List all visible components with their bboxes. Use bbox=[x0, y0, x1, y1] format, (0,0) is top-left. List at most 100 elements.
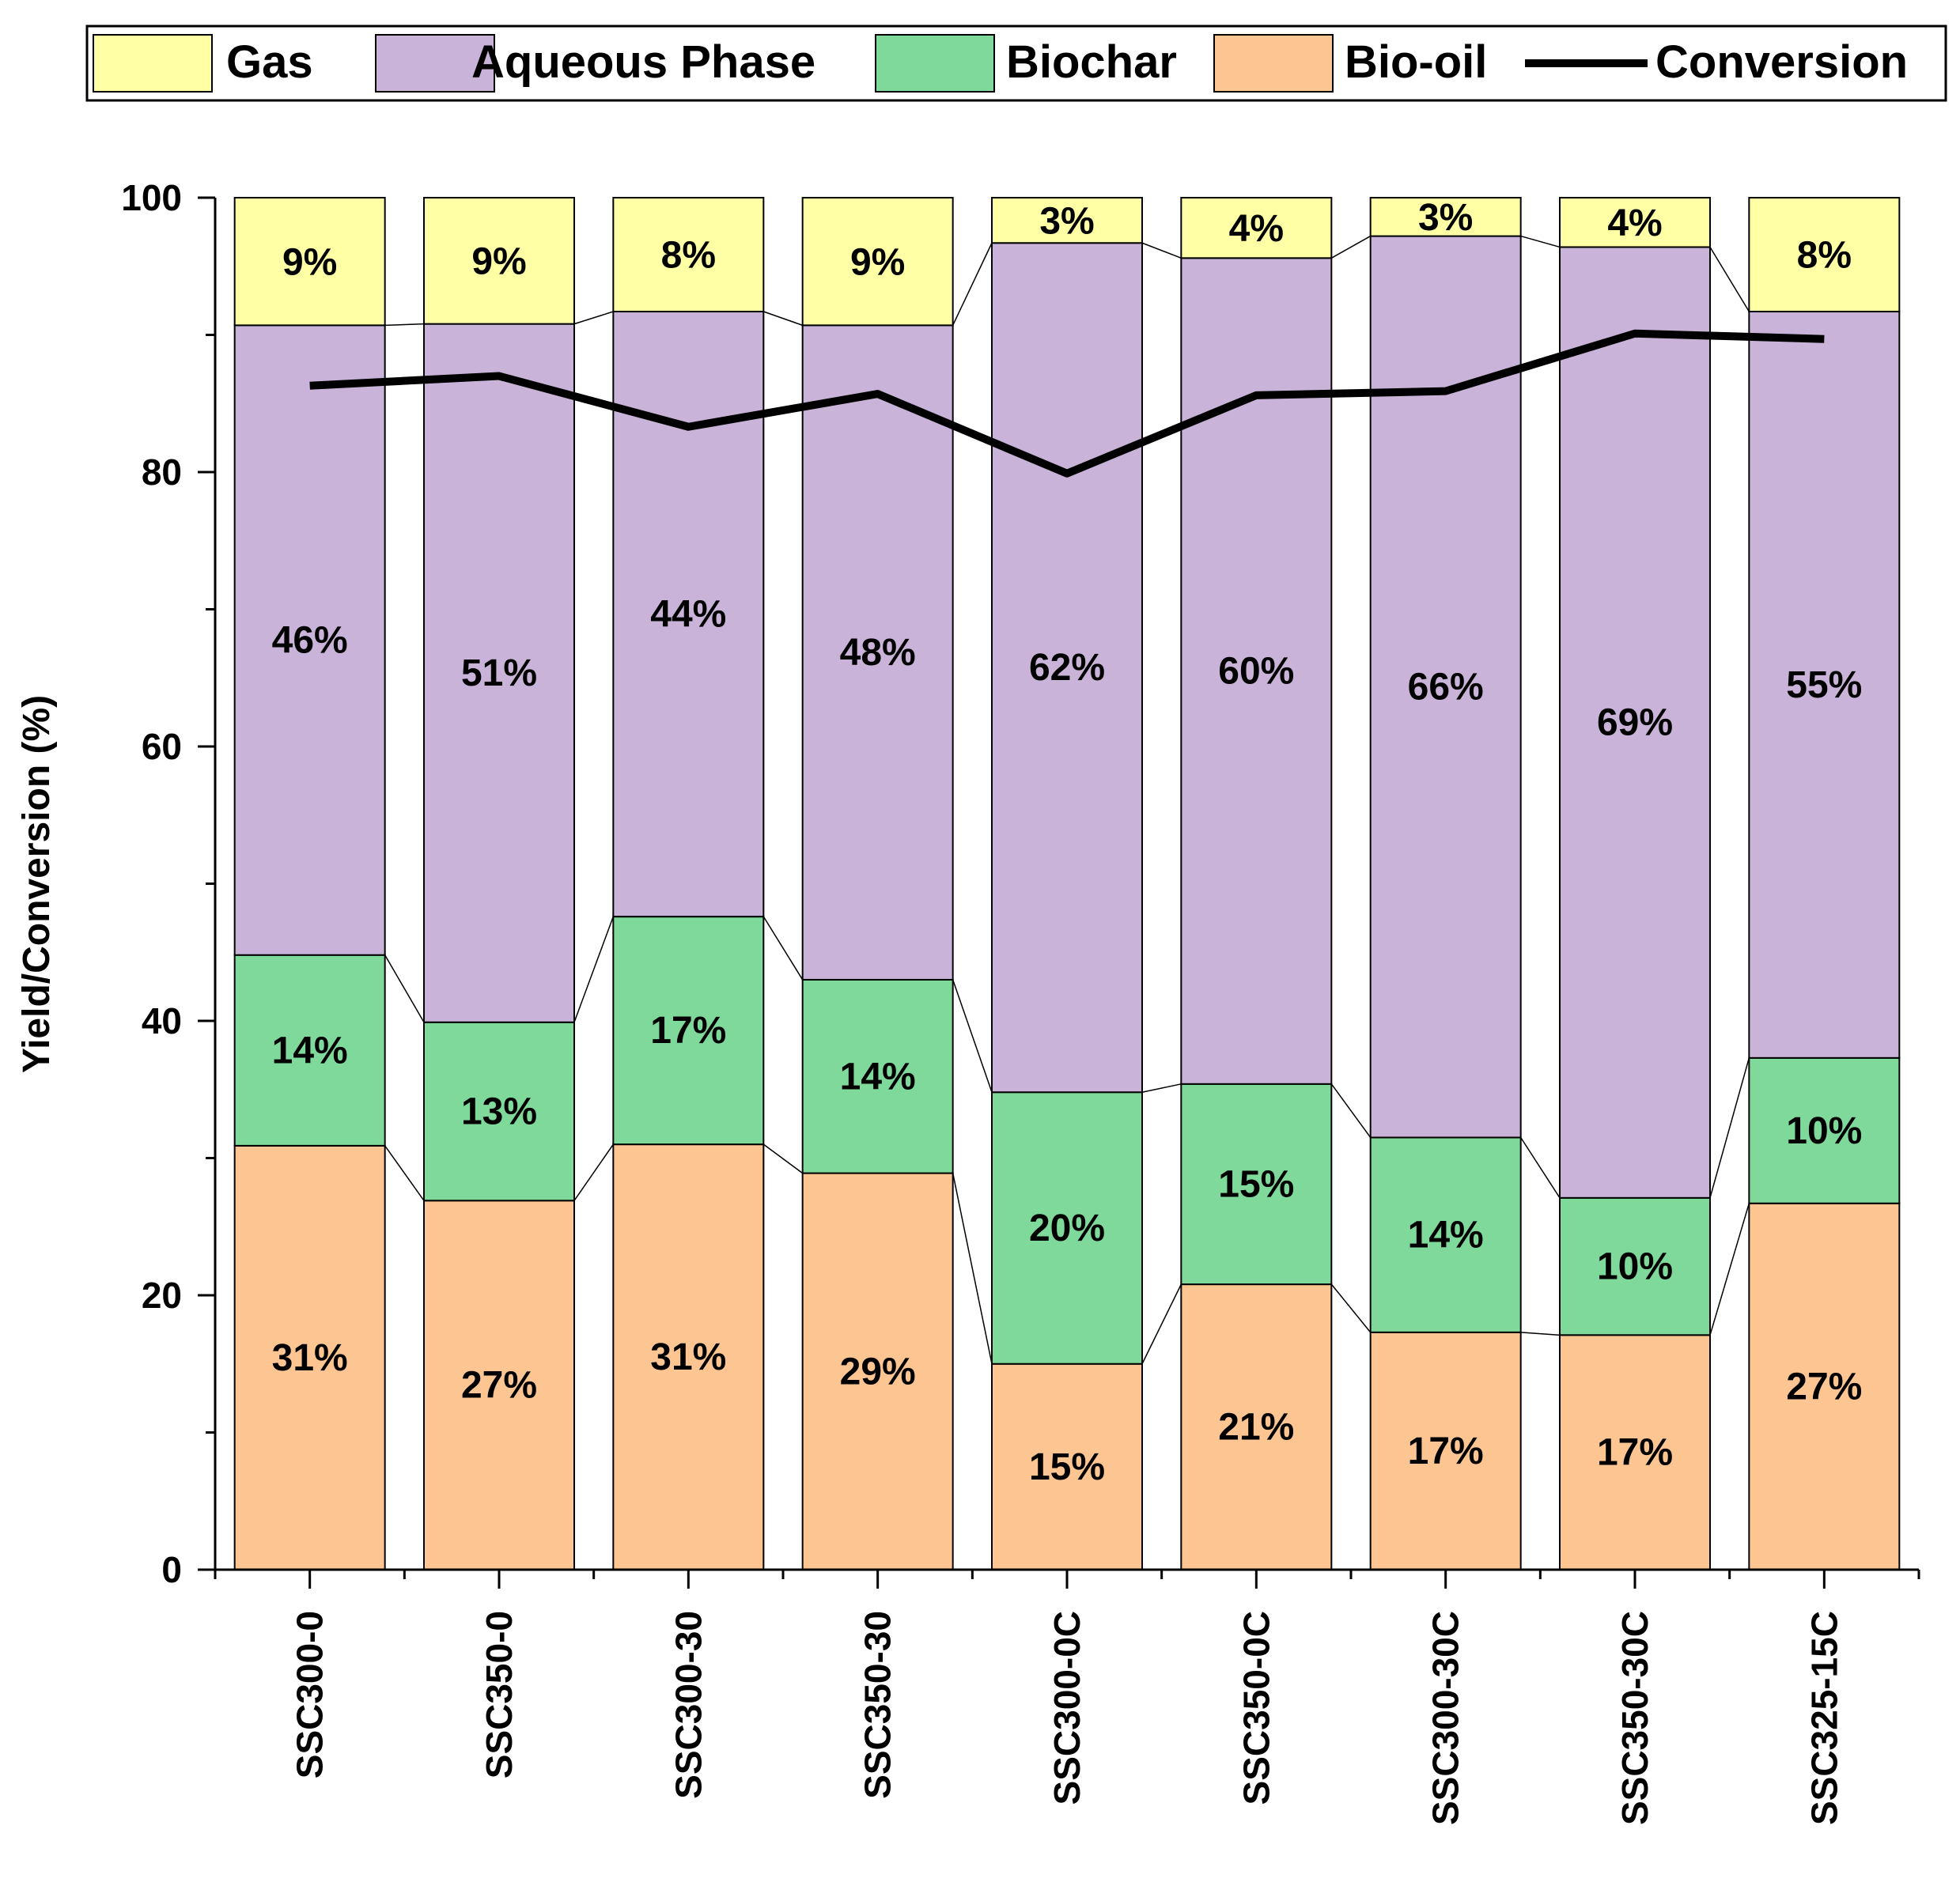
bar-gas bbox=[801, 197, 954, 327]
data-label-bio-oil: 27% bbox=[461, 1365, 537, 1407]
connector-line bbox=[952, 1173, 993, 1364]
connector-line bbox=[1141, 242, 1182, 259]
x-tick-label: SSC300-30 bbox=[668, 1611, 709, 1799]
data-label-gas: 4% bbox=[1229, 208, 1284, 250]
connector-line bbox=[1709, 1203, 1750, 1336]
data-label-biochar: 17% bbox=[650, 1010, 726, 1052]
connector-line bbox=[1330, 1283, 1372, 1333]
connector-line bbox=[1330, 1083, 1372, 1138]
data-label-gas: 4% bbox=[1607, 202, 1662, 244]
bar-biochar bbox=[1180, 1083, 1333, 1286]
data-label-aqueous-phase: 69% bbox=[1597, 702, 1673, 744]
connector-line bbox=[762, 916, 804, 981]
data-label-bio-oil: 17% bbox=[1597, 1432, 1673, 1474]
x-tick-label: SSC350-30C bbox=[1614, 1611, 1655, 1825]
bar-bio-oil bbox=[1369, 1331, 1522, 1570]
data-label-gas: 3% bbox=[1418, 197, 1473, 239]
bar-biochar bbox=[1369, 1136, 1522, 1333]
data-label-aqueous-phase: 60% bbox=[1218, 651, 1294, 693]
data-label-gas: 3% bbox=[1039, 200, 1094, 242]
bar-gas bbox=[1748, 197, 1901, 313]
legend-swatch-aqueous-phase bbox=[375, 34, 495, 93]
bar-gas bbox=[1559, 197, 1711, 248]
axes: Yield/Conversion (%) 0 20 40 60 80 100 SSC300-… bbox=[16, 177, 1920, 1825]
y-tick-label: 100 bbox=[121, 177, 182, 218]
y-tick-label: 60 bbox=[142, 726, 182, 767]
data-label-biochar: 14% bbox=[840, 1056, 916, 1098]
bar-bio-oil bbox=[991, 1362, 1143, 1570]
data-label-bio-oil: 15% bbox=[1029, 1446, 1105, 1488]
legend-label-bio-oil: Bio-oil bbox=[1345, 36, 1487, 88]
y-axis-label: Yield/Conversion (%) bbox=[16, 695, 58, 1073]
connector-line bbox=[573, 916, 615, 1022]
data-label-bio-oil: 21% bbox=[1218, 1407, 1294, 1449]
data-label-biochar: 15% bbox=[1218, 1163, 1294, 1205]
legend-label-conversion: Conversion bbox=[1655, 36, 1908, 88]
bar-gas bbox=[991, 197, 1143, 244]
x-tick-label: SSC325-15C bbox=[1803, 1611, 1845, 1825]
connector-line bbox=[384, 954, 425, 1023]
connector-line bbox=[763, 311, 803, 327]
connector-line bbox=[1520, 1137, 1561, 1199]
bar-biochar bbox=[801, 978, 954, 1174]
bar-aqueous-phase bbox=[1369, 235, 1522, 1139]
bar-aqueous-phase bbox=[1748, 311, 1901, 1059]
data-label-aqueous-phase: 55% bbox=[1786, 664, 1862, 706]
legend-label-gas: Gas bbox=[226, 36, 313, 88]
data-label-aqueous-phase: 48% bbox=[840, 632, 916, 674]
bar-bio-oil bbox=[1748, 1202, 1901, 1570]
connector-line bbox=[762, 1143, 804, 1174]
bar-aqueous-phase bbox=[991, 242, 1143, 1094]
connector-line bbox=[952, 242, 993, 326]
connector-line bbox=[384, 323, 425, 327]
data-label-gas: 8% bbox=[661, 235, 716, 277]
bar-bio-oil bbox=[423, 1200, 575, 1571]
data-label-aqueous-phase: 62% bbox=[1029, 647, 1105, 689]
bar-biochar bbox=[233, 954, 386, 1147]
segment-labels: 31% 27% 31% 29% 15% 21% 17% 17% 27% 14% 13% 17% 14% 2… bbox=[272, 197, 1863, 1488]
bar-aqueous-phase bbox=[423, 323, 575, 1023]
bar-gas bbox=[233, 197, 386, 327]
y-tick-label: 80 bbox=[142, 452, 182, 493]
conversion-line bbox=[309, 329, 1825, 478]
x-tick-label: SSC300-30C bbox=[1425, 1611, 1466, 1825]
connector-line bbox=[1709, 1057, 1750, 1199]
legend: Gas Aqueous Phase Biochar Bio-oil Conversion bbox=[85, 25, 1947, 102]
bar-aqueous-phase bbox=[801, 324, 954, 981]
x-tick-label: SSC350-0C bbox=[1235, 1611, 1277, 1805]
data-label-bio-oil: 17% bbox=[1408, 1430, 1484, 1472]
data-label-biochar: 14% bbox=[272, 1030, 348, 1071]
bar-gas bbox=[612, 197, 765, 313]
data-label-bio-oil: 27% bbox=[1786, 1366, 1862, 1408]
segment-connectors bbox=[384, 235, 1750, 1365]
data-label-bio-oil: 29% bbox=[840, 1351, 916, 1393]
y-tick-label: 40 bbox=[142, 1000, 182, 1041]
bar-bio-oil bbox=[1180, 1283, 1333, 1570]
data-label-aqueous-phase: 46% bbox=[272, 620, 348, 662]
legend-label-aqueous-phase: Aqueous Phase bbox=[471, 36, 815, 88]
connector-line bbox=[384, 1145, 425, 1201]
connector-line bbox=[1520, 235, 1561, 248]
connector-line bbox=[1330, 235, 1372, 259]
x-tick-label: SSC300-0 bbox=[289, 1611, 331, 1778]
legend-swatch-biochar bbox=[875, 34, 995, 93]
connector-line bbox=[1520, 1332, 1561, 1336]
bar-gas bbox=[1369, 197, 1522, 237]
bar-bio-oil bbox=[612, 1143, 765, 1570]
x-tick-label: SSC350-0 bbox=[479, 1611, 520, 1778]
x-tick-label: SSC300-0C bbox=[1046, 1611, 1088, 1805]
bars bbox=[233, 197, 1901, 1571]
data-label-bio-oil: 31% bbox=[650, 1336, 726, 1378]
y-tick-label: 20 bbox=[142, 1275, 182, 1316]
bar-biochar bbox=[1559, 1196, 1711, 1336]
x-tick-label: SSC350-30 bbox=[857, 1611, 899, 1799]
legend-swatch-bio-oil bbox=[1213, 34, 1334, 93]
connector-line bbox=[573, 1143, 614, 1201]
bar-aqueous-phase bbox=[233, 324, 386, 956]
data-label-aqueous-phase: 51% bbox=[461, 652, 537, 694]
connector-line bbox=[1141, 1083, 1182, 1093]
conversion-line-group bbox=[309, 329, 1825, 478]
data-label-gas: 8% bbox=[1797, 235, 1852, 277]
data-label-biochar: 14% bbox=[1408, 1215, 1484, 1257]
